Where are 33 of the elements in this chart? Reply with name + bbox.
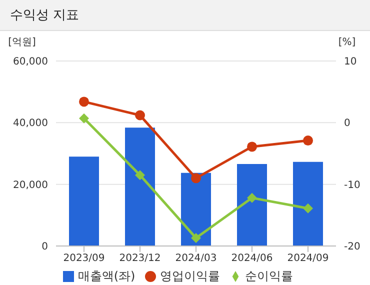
point [247,192,257,203]
chart-title: 수익성 지표 [0,0,370,31]
point [191,232,201,243]
bar [69,156,99,246]
y-tick-label: 0 [42,242,48,253]
y2-axis-title: [%] [338,37,356,48]
point [79,113,89,124]
x-tick-label: 2024/03 [175,253,217,264]
point [191,173,201,184]
bar [293,162,323,246]
point [303,136,313,146]
point [135,170,145,180]
legend-label: 순이익률 [245,269,294,283]
bar [125,128,155,246]
y2-tick-label: -10 [344,180,360,191]
legend-label: 매출액(좌) [78,269,136,283]
y-tick-label: 40,000 [13,118,48,130]
bar [237,164,267,246]
point [247,142,257,152]
legend-label: 영업이익률 [160,269,220,283]
x-tick-label: 2023/09 [63,253,105,264]
y2-tick-label: 0 [344,118,350,130]
y-tick-label: 60,000 [13,56,48,68]
y-tick-label: 20,000 [13,180,48,191]
y2-tick-label: -20 [344,242,360,253]
point [303,203,313,214]
x-tick-label: 2024/09 [287,253,329,264]
y2-tick-label: 10 [344,56,357,68]
y-axis-title: [억원] [8,37,36,48]
point [135,110,145,120]
x-tick-label: 2024/06 [231,253,273,264]
point [79,96,89,107]
x-tick-label: 2023/12 [119,253,161,264]
